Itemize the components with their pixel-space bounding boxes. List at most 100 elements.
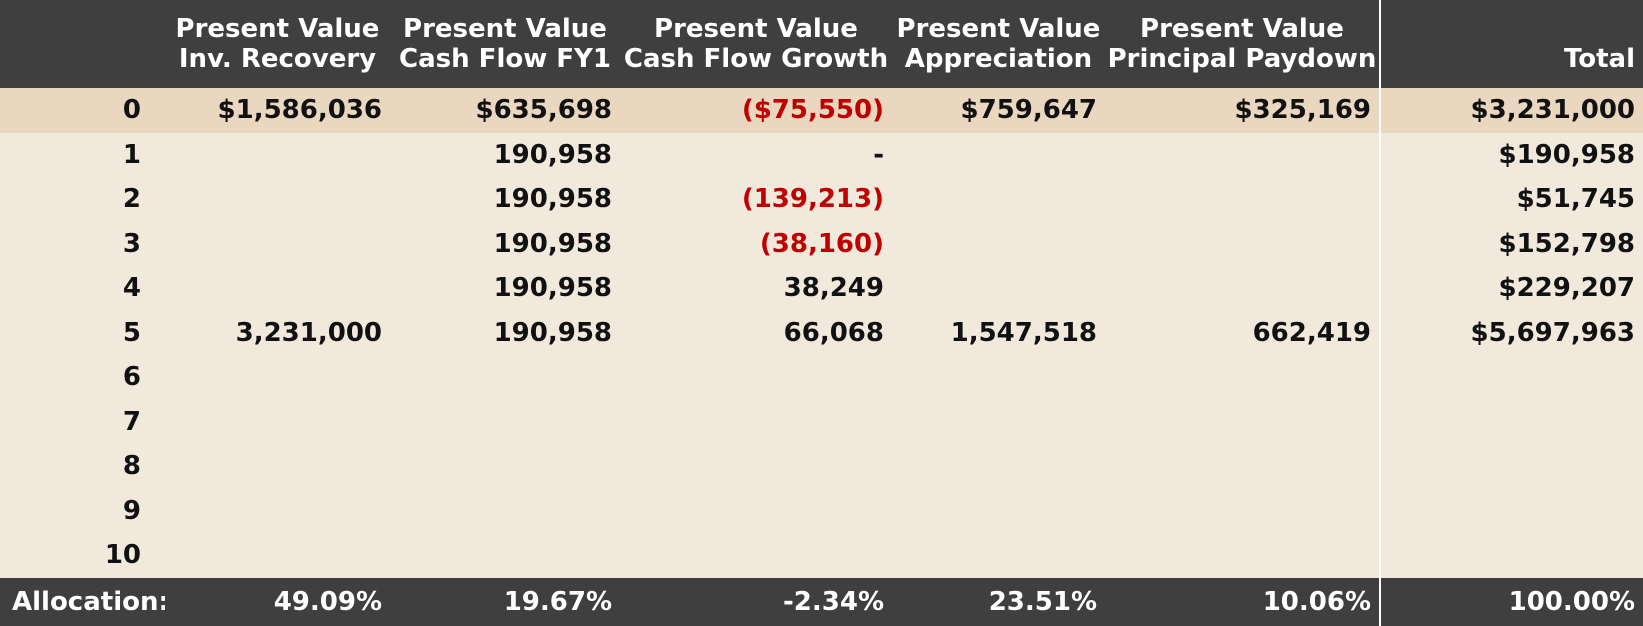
header-growth-line2[interactable]: Cash Flow Growth <box>620 44 892 88</box>
cell-cf1[interactable] <box>390 400 620 445</box>
cell-cf1[interactable] <box>390 444 620 489</box>
allocation-cf1[interactable]: 19.67% <box>390 577 620 626</box>
cell-growth[interactable]: (139,213) <box>741 184 884 215</box>
cell-total[interactable]: $190,958 <box>1379 132 1643 177</box>
cell-princ[interactable] <box>1105 266 1380 311</box>
cell-appr[interactable] <box>892 444 1105 489</box>
cell-cf1[interactable]: 190,958 <box>493 139 612 170</box>
cell-growth[interactable]: 38,249 <box>783 273 884 304</box>
cell-appr[interactable] <box>892 133 1105 178</box>
cell-appr[interactable] <box>892 489 1105 534</box>
table-row: 5 3,231,000 190,958 66,068 1,547,518 662,419 $… <box>0 310 1643 355</box>
cell-growth[interactable]: - <box>873 139 884 170</box>
header-growth-line1[interactable]: Present Value <box>620 0 892 44</box>
header-inv-line1[interactable]: Present Value <box>165 0 390 44</box>
cell-princ[interactable] <box>1105 400 1380 445</box>
cell-cf1[interactable]: $635,698 <box>390 88 620 133</box>
cell-period[interactable]: 8 <box>122 451 141 482</box>
cell-growth[interactable]: ($75,550) <box>620 88 892 133</box>
cell-princ[interactable] <box>1105 177 1380 222</box>
cell-growth[interactable] <box>620 489 892 534</box>
cell-inv[interactable]: $1,586,036 <box>165 88 390 133</box>
allocation-appr[interactable]: 23.51% <box>892 577 1105 626</box>
allocation-label[interactable]: Allocation: <box>0 577 165 626</box>
header-appr-line1[interactable]: Present Value <box>892 0 1105 44</box>
header-princ-line1[interactable]: Present Value <box>1105 0 1380 44</box>
cell-period[interactable]: 10 <box>104 540 141 571</box>
cell-total[interactable] <box>1379 399 1643 444</box>
cell-total[interactable]: $229,207 <box>1379 266 1643 311</box>
cell-total[interactable] <box>1379 355 1643 400</box>
cell-period[interactable]: 6 <box>122 362 141 393</box>
cell-total[interactable]: $3,231,000 <box>1379 88 1643 133</box>
cell-period[interactable]: 5 <box>122 317 141 348</box>
cell-princ[interactable] <box>1105 444 1380 489</box>
cell-inv[interactable] <box>165 355 390 400</box>
cell-appr[interactable] <box>892 533 1105 578</box>
cell-inv[interactable] <box>165 133 390 178</box>
cell-cf1[interactable] <box>390 533 620 578</box>
cell-inv[interactable]: 3,231,000 <box>235 317 382 348</box>
header-cf1-line2[interactable]: Cash Flow FY1 <box>390 44 620 88</box>
header-total-line2[interactable]: Total <box>1379 44 1643 88</box>
cell-total[interactable] <box>1379 533 1643 578</box>
table-row: 7 <box>0 399 1643 445</box>
cell-cf1[interactable]: 190,958 <box>493 228 612 259</box>
cell-cf1[interactable]: 190,958 <box>493 273 612 304</box>
cell-princ[interactable] <box>1105 533 1380 578</box>
cell-inv[interactable] <box>165 444 390 489</box>
cell-appr[interactable] <box>892 266 1105 311</box>
cell-princ[interactable]: 662,419 <box>1252 317 1371 348</box>
cell-cf1[interactable]: 190,958 <box>493 184 612 215</box>
cell-princ[interactable]: $325,169 <box>1105 88 1380 133</box>
cell-inv[interactable] <box>165 489 390 534</box>
header-period-cell <box>0 0 165 44</box>
allocation-princ[interactable]: 10.06% <box>1105 577 1380 626</box>
cell-growth[interactable] <box>620 355 892 400</box>
cell-period[interactable]: 0 <box>0 88 165 133</box>
cell-period[interactable]: 9 <box>122 495 141 526</box>
allocation-total[interactable]: 100.00% <box>1379 577 1643 626</box>
header-cf1-line1[interactable]: Present Value <box>390 0 620 44</box>
cell-cf1[interactable]: 190,958 <box>493 317 612 348</box>
cell-appr[interactable] <box>892 400 1105 445</box>
cell-growth[interactable] <box>620 533 892 578</box>
cell-period[interactable]: 4 <box>122 273 141 304</box>
table-row: 0 $1,586,036 $635,698 ($75,550) $759,647 $325… <box>0 88 1643 133</box>
cell-inv[interactable] <box>165 266 390 311</box>
cell-inv[interactable] <box>165 222 390 267</box>
cell-cf1[interactable] <box>390 355 620 400</box>
cell-period[interactable]: 2 <box>122 184 141 215</box>
cell-total[interactable] <box>1379 444 1643 489</box>
cell-period[interactable]: 1 <box>122 139 141 170</box>
cell-period[interactable]: 3 <box>122 228 141 259</box>
cell-period[interactable]: 7 <box>122 406 141 437</box>
cell-growth[interactable]: 66,068 <box>783 317 884 348</box>
cell-total[interactable]: $51,745 <box>1379 177 1643 222</box>
cell-inv[interactable] <box>165 177 390 222</box>
cell-appr[interactable] <box>892 222 1105 267</box>
cell-princ[interactable] <box>1105 355 1380 400</box>
cell-appr[interactable]: $759,647 <box>892 88 1105 133</box>
cell-appr[interactable] <box>892 177 1105 222</box>
cell-inv[interactable] <box>165 533 390 578</box>
cell-growth[interactable] <box>620 444 892 489</box>
cell-total[interactable] <box>1379 488 1643 533</box>
header-princ-line2[interactable]: Principal Paydown <box>1105 44 1380 88</box>
allocation-growth[interactable]: -2.34% <box>620 577 892 626</box>
cell-appr[interactable] <box>892 355 1105 400</box>
cell-growth[interactable] <box>620 400 892 445</box>
header-inv-line2[interactable]: Inv. Recovery <box>165 44 390 88</box>
cell-princ[interactable] <box>1105 133 1380 178</box>
cell-total[interactable]: $5,697,963 <box>1379 310 1643 355</box>
allocation-inv[interactable]: 49.09% <box>165 577 390 626</box>
cell-inv[interactable] <box>165 400 390 445</box>
cell-cf1[interactable] <box>390 489 620 534</box>
cell-princ[interactable] <box>1105 222 1380 267</box>
header-appr-line2[interactable]: Appreciation <box>892 44 1105 88</box>
cell-appr[interactable]: 1,547,518 <box>950 317 1097 348</box>
cell-princ[interactable] <box>1105 489 1380 534</box>
cell-growth[interactable]: (38,160) <box>759 228 884 259</box>
cell-total[interactable]: $152,798 <box>1379 221 1643 266</box>
header-total-line1[interactable] <box>1379 0 1643 44</box>
